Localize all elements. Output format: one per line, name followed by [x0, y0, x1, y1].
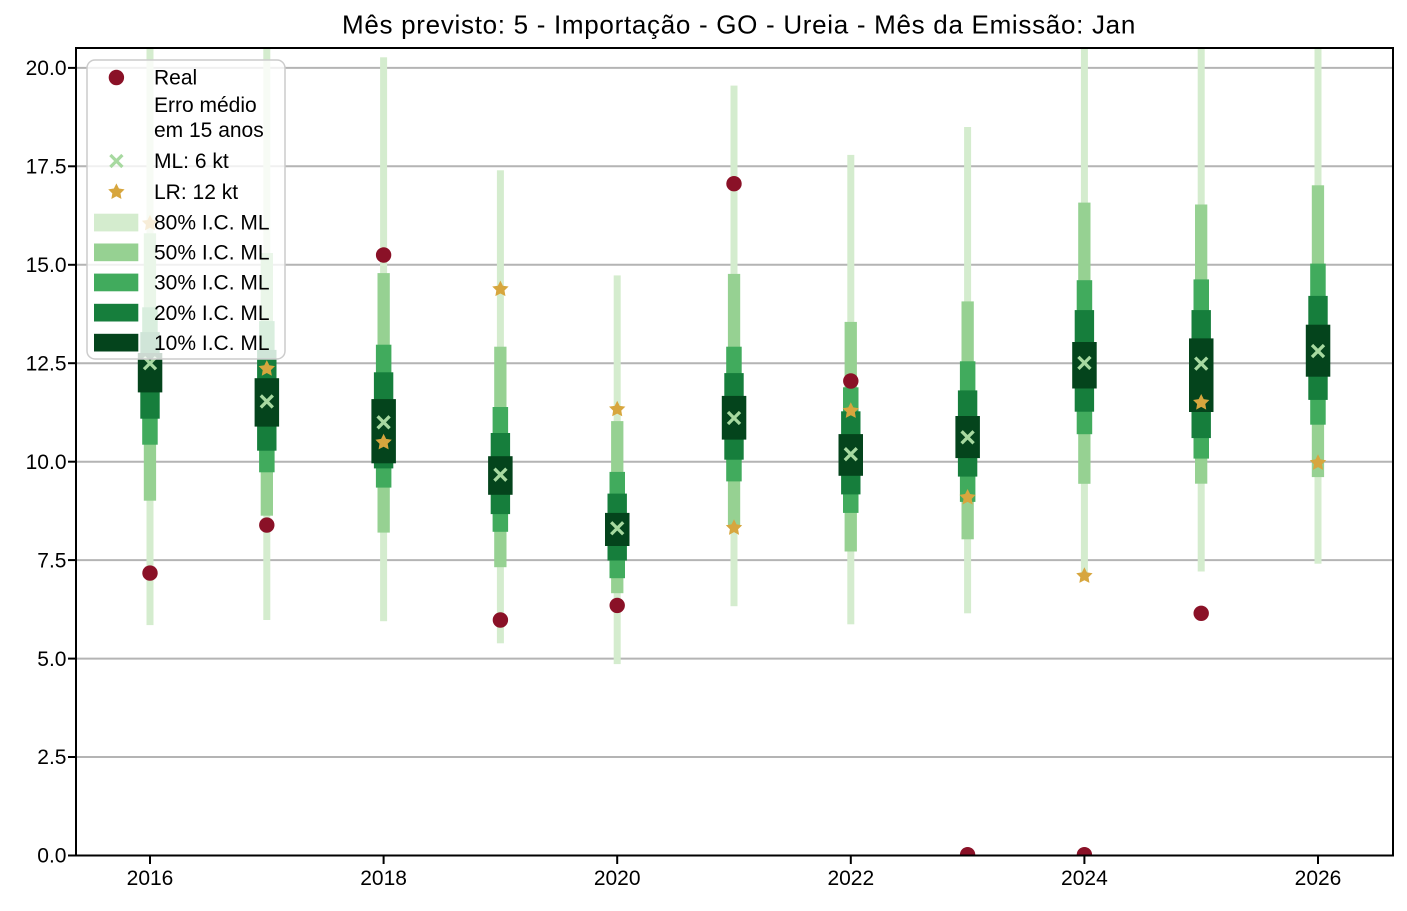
svg-text:5.0: 5.0	[37, 648, 66, 671]
svg-text:2022: 2022	[827, 867, 874, 890]
svg-text:7.5: 7.5	[37, 549, 66, 572]
svg-text:Real: Real	[154, 67, 197, 90]
svg-text:Mês previsto: 5 - Importação -: Mês previsto: 5 - Importação - GO - Urei…	[342, 10, 1136, 40]
svg-text:80% I.C. ML: 80% I.C. ML	[154, 212, 270, 235]
svg-text:15.0: 15.0	[26, 254, 67, 277]
svg-text:2.5: 2.5	[37, 746, 66, 769]
svg-text:2026: 2026	[1295, 867, 1342, 890]
svg-text:ML: 6 kt: ML: 6 kt	[154, 150, 229, 173]
svg-text:17.5: 17.5	[26, 156, 67, 179]
svg-text:Erro médio: Erro médio	[154, 94, 257, 117]
svg-text:50% I.C. ML: 50% I.C. ML	[154, 242, 270, 265]
svg-text:LR: 12 kt: LR: 12 kt	[154, 181, 238, 204]
svg-text:2020: 2020	[594, 867, 641, 890]
svg-text:0.0: 0.0	[37, 845, 66, 868]
svg-text:30% I.C. ML: 30% I.C. ML	[154, 272, 270, 295]
svg-text:2016: 2016	[127, 867, 174, 890]
svg-text:em 15 anos: em 15 anos	[154, 119, 264, 142]
svg-text:2024: 2024	[1061, 867, 1108, 890]
svg-text:2018: 2018	[360, 867, 407, 890]
svg-text:10.0: 10.0	[26, 451, 67, 474]
svg-text:12.5: 12.5	[26, 352, 67, 375]
svg-text:20% I.C. ML: 20% I.C. ML	[154, 302, 270, 325]
svg-text:20.0: 20.0	[26, 57, 67, 80]
svg-text:10% I.C. ML: 10% I.C. ML	[154, 332, 270, 355]
